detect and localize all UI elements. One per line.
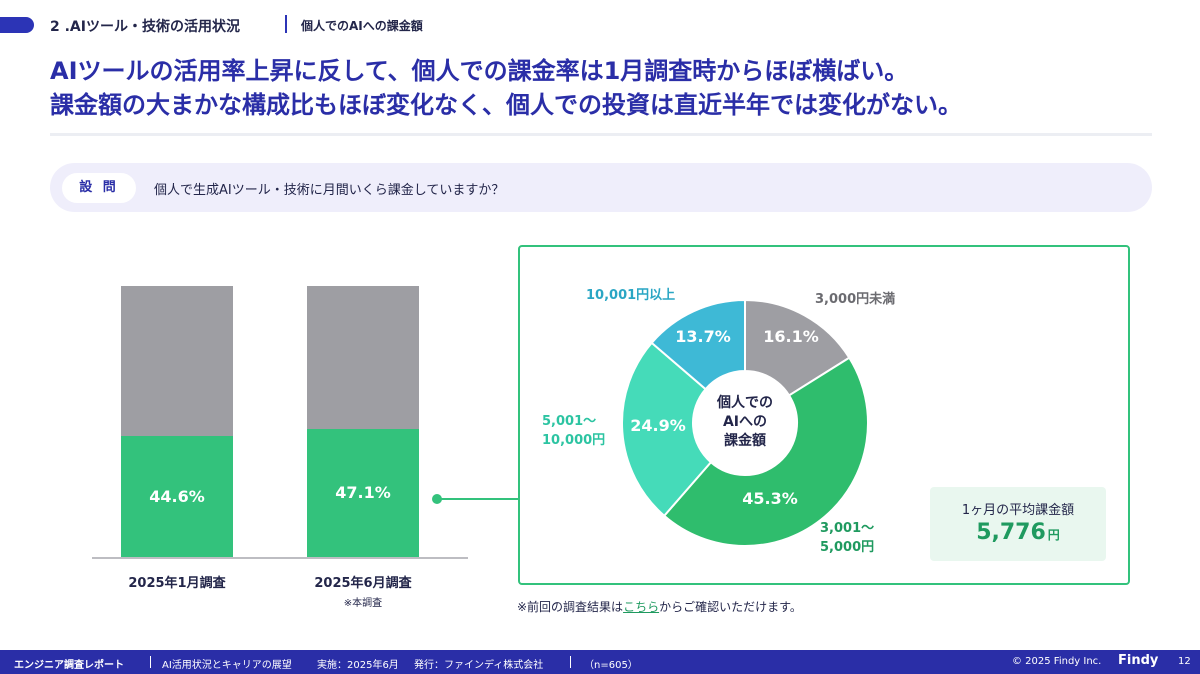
donut-slice-label: 13.7% [675,327,731,346]
question-text: 個人で生成AIツール・技術に月間いくら課金していますか？ [154,183,505,198]
bar-jun: 47.1% [307,286,419,557]
footer-publisher: 発行：ファインディ株式会社 [414,660,544,671]
donut-slice [621,341,713,518]
footer-theme: AI活用状況とキャリアの展望 [162,660,292,671]
donut-category-label: 3,000円未満 [815,291,895,307]
donut-category-label: 10,000円 [542,433,605,448]
bar-jan-value-label: 44.6% [149,486,205,506]
x-label-jun: 2025年6月調査 [314,576,412,591]
donut-slice [744,298,851,397]
bar-jun-paid [307,429,419,557]
donut-chart: 16.1% 3,000円未満 45.3% 3,001〜 5,000円 24.9% 5,001… [542,288,895,555]
bar-jan-unpaid [121,286,233,436]
section-separator [285,15,287,33]
donut-slice [662,356,869,547]
connector-line [440,498,520,500]
donut-slice [650,298,746,391]
question-badge: 設 問 [62,173,136,203]
section-marker [0,17,34,33]
divider [50,133,1152,136]
question-band [50,163,1152,212]
footer-date: 実施：2025年6月 [317,660,399,671]
footer-page-number: 12 [1178,656,1191,667]
x-note-jun: ※本調査 [343,598,383,609]
donut-category-label: 3,001〜 [820,521,874,536]
donut-center-label: 課金額 [724,432,766,449]
bar-jan-paid [121,436,233,557]
footer-copyright: © 2025 Findy Inc. [1012,656,1102,667]
donut-slice-label: 16.1% [763,327,819,346]
donut-center-label: AIへの [723,414,767,430]
section-title: 2 .AIツール・技術の活用状況 [50,19,240,35]
x-label-jan: 2025年1月調査 [128,576,226,591]
bar-baseline [92,557,468,559]
donut-panel: 16.1% 3,000円未満 45.3% 3,001〜 5,000円 24.9% 5,001… [518,245,1130,585]
footer-report: エンジニア調査レポート [14,660,124,671]
section-subtitle: 個人でのAIへの課金額 [301,19,423,33]
donut-slice-label: 24.9% [630,416,686,435]
average-value: 5,776 円 [930,520,1106,545]
bar-jan: 44.6% [121,286,233,557]
footnote-prefix: ※前回の調査結果は [517,600,624,614]
headline-line-2: 課金額の大まかな構成比もほぼ変化なく、個人での投資は直近半年では変化がない。 [50,91,962,119]
footer-separator [570,656,571,668]
donut-category-label: 5,000円 [820,540,874,555]
bar-jun-unpaid [307,286,419,429]
footnote-suffix: からご確認いただけます。 [659,600,802,614]
average-number: 5,776 [976,520,1046,545]
donut-center-label: 個人での [716,394,773,411]
footer: エンジニア調査レポート AI活用状況とキャリアの展望 実施：2025年6月 発行… [0,650,1200,674]
bar-jun-value-label: 47.1% [335,483,391,502]
connector-dot [432,494,442,504]
headline: AIツールの活用率上昇に反して、個人での課金率は1月調査時からほぼ横ばい。 課金… [50,54,962,122]
average-label: 1ヶ月の平均課金額 [961,503,1075,518]
footer-separator [150,656,151,668]
donut-slice-label: 45.3% [742,489,798,508]
donut-category-label: 10,001円以上 [586,288,675,303]
footnote: ※前回の調査結果はこちらからご確認いただけます。 [517,598,802,615]
headline-line-1: AIツールの活用率上昇に反して、個人での課金率は1月調査時からほぼ横ばい。 [50,57,909,85]
footer-sample: （n=605） [584,660,638,671]
donut-category-label: 5,001〜 [542,414,596,429]
average-box: 1ヶ月の平均課金額 5,776 円 [930,487,1106,561]
average-unit: 円 [1047,528,1060,542]
previous-results-link[interactable]: こちら [623,600,660,614]
findy-logo: Findy [1118,653,1159,668]
